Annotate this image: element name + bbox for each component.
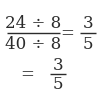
Text: 3: 3 xyxy=(52,57,63,74)
Text: 3: 3 xyxy=(83,15,93,32)
Text: 5: 5 xyxy=(52,76,63,93)
Text: 24 ÷ 8: 24 ÷ 8 xyxy=(5,15,61,32)
Text: =: = xyxy=(20,66,34,83)
Text: 40 ÷ 8: 40 ÷ 8 xyxy=(5,36,61,53)
Text: =: = xyxy=(61,25,75,42)
Text: 5: 5 xyxy=(83,36,93,53)
